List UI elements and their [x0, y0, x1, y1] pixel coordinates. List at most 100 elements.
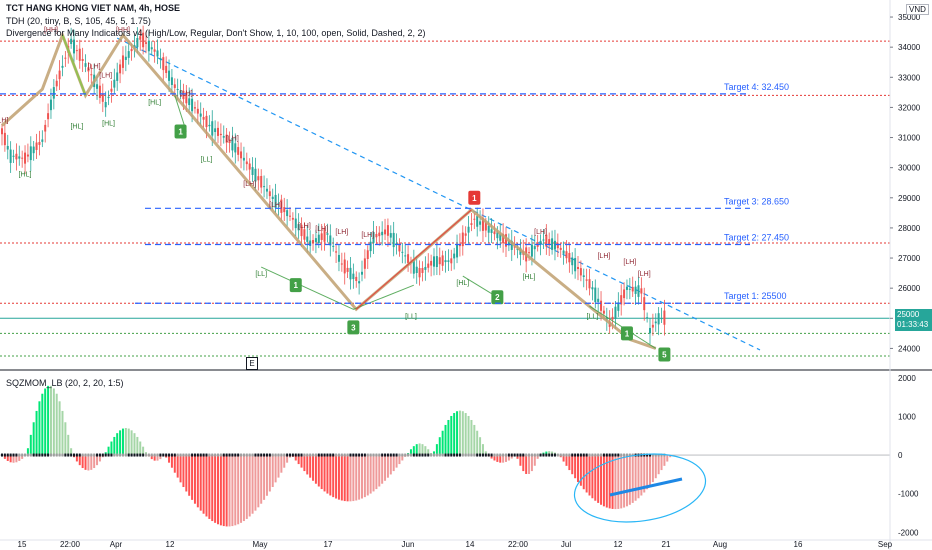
candle-body: [467, 226, 470, 233]
candle-body: [640, 288, 643, 294]
squeeze-dot: [173, 453, 176, 457]
candle-body: [646, 317, 649, 319]
squeeze-dot: [398, 453, 401, 457]
squeeze-dot: [539, 453, 542, 457]
candle-body: [75, 50, 78, 52]
momentum-bar: [314, 455, 317, 484]
pivot-label: [LH]: [243, 181, 256, 188]
candle-body: [649, 327, 651, 334]
candle-body: [530, 244, 533, 257]
x-tick-label: 15: [18, 540, 27, 549]
pivot-label: [HL]: [456, 280, 469, 287]
candle-body: [600, 300, 603, 311]
momentum-bar: [21, 455, 24, 459]
momentum-bar: [479, 437, 482, 456]
momentum-bar: [78, 455, 81, 466]
squeeze-dot: [6, 453, 9, 457]
momentum-y-tick-label: 1000: [898, 412, 916, 421]
squeeze-dot: [219, 453, 222, 457]
candle-body: [369, 241, 372, 252]
candle-body: [240, 151, 243, 159]
squeeze-dot: [329, 453, 332, 457]
squeeze-dot: [87, 453, 90, 457]
momentum-divergence-line: [609, 477, 683, 497]
momentum-bar: [90, 455, 93, 470]
momentum-bar: [113, 436, 116, 456]
pivot-label: [LH]: [534, 229, 547, 236]
squeeze-dot: [314, 453, 317, 457]
squeeze-dot: [617, 453, 620, 457]
pivot-label: [LH]: [361, 232, 374, 239]
candle-body: [1, 128, 3, 135]
squeeze-dot: [323, 453, 326, 457]
momentum-bar: [415, 444, 418, 456]
momentum-bar: [254, 455, 257, 511]
squeeze-dot: [481, 453, 484, 457]
squeeze-dot: [643, 453, 646, 457]
momentum-bar: [525, 455, 528, 474]
momentum-bar: [329, 455, 332, 496]
momentum-bar: [294, 455, 297, 461]
squeeze-dot: [660, 453, 663, 457]
x-tick-label: Sep: [878, 540, 893, 549]
squeeze-dot: [545, 453, 548, 457]
squeeze-dot: [107, 453, 110, 457]
candle-body: [29, 146, 32, 161]
candle-body: [458, 244, 461, 247]
momentum-y-tick-label: 0: [898, 451, 903, 460]
momentum-bar: [654, 455, 657, 479]
momentum-bar: [52, 388, 55, 456]
squeeze-dot: [214, 453, 217, 457]
squeeze-dot: [467, 453, 470, 457]
squeeze-dot: [418, 453, 421, 457]
candle-body: [127, 51, 130, 58]
squeeze-dot: [127, 453, 130, 457]
squeeze-dot: [277, 453, 280, 457]
candle-body: [78, 48, 81, 61]
momentum-bar: [536, 455, 539, 459]
momentum-bar: [579, 455, 582, 486]
squeeze-dot: [553, 453, 556, 457]
event-marker[interactable]: E: [246, 357, 258, 370]
candle-body: [651, 324, 654, 328]
momentum-bar: [136, 436, 139, 456]
candle-body: [173, 84, 176, 88]
candle-body: [444, 260, 447, 263]
momentum-bar: [548, 451, 551, 456]
candle-body: [326, 233, 329, 235]
candle-body: [58, 70, 61, 80]
candle-body: [185, 92, 188, 104]
candle-body: [268, 191, 271, 197]
momentum-bar: [127, 428, 130, 456]
squeeze-dot: [1, 453, 3, 457]
momentum-bar: [260, 455, 263, 504]
squeeze-dot: [605, 453, 608, 457]
candle-body: [470, 223, 473, 225]
squeeze-dot: [438, 453, 441, 457]
x-tick-label: May: [252, 540, 267, 549]
squeeze-dot: [188, 453, 191, 457]
candle-body: [150, 47, 153, 50]
candle-body: [545, 234, 548, 247]
momentum-bar: [107, 446, 110, 456]
candle-body: [378, 232, 381, 237]
squeeze-dot: [337, 453, 340, 457]
indicator-sqzmom[interactable]: SQZMOM_LB (20, 2, 20, 1:5): [6, 378, 124, 388]
squeeze-dot: [441, 453, 444, 457]
momentum-bar: [620, 455, 623, 509]
candle-body: [631, 286, 634, 292]
momentum-bar: [588, 455, 591, 496]
candle-body: [309, 240, 312, 246]
squeeze-dot: [193, 453, 196, 457]
indicator-tdh[interactable]: TDH (20, tiny, B, S, 105, 45, 5, 1.75): [6, 16, 151, 26]
x-tick-label: Jul: [561, 540, 571, 549]
momentum-bar: [505, 455, 507, 462]
candle-body: [228, 139, 231, 143]
indicator-divergence[interactable]: Divergence for Many Indicators v4 (High/…: [6, 28, 426, 38]
squeeze-dot: [49, 453, 52, 457]
candle-body: [594, 287, 597, 303]
squeeze-dot: [513, 453, 516, 457]
squeeze-dot: [113, 453, 116, 457]
squeeze-dot: [363, 453, 366, 457]
